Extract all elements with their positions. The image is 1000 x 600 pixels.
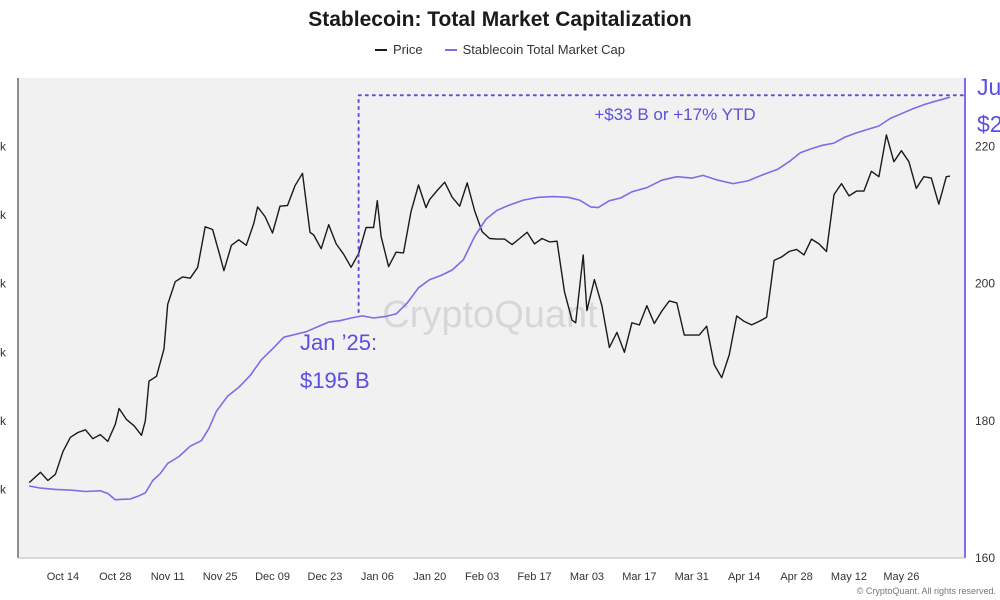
- y-left-tick-label-0: k: [0, 482, 7, 496]
- x-tick-label-10: Mar 03: [570, 571, 604, 583]
- x-tick-label-14: Apr 28: [780, 571, 812, 583]
- x-tick-label-1: Oct 28: [99, 571, 131, 583]
- x-tick-label-8: Feb 03: [465, 571, 499, 583]
- plot-area: [18, 78, 965, 558]
- legend-item-price[interactable]: Price: [375, 42, 423, 57]
- legend-label-stablecoin-cap: Stablecoin Total Market Cap: [462, 42, 625, 57]
- annotation-jan-line-1: Jan ’25:: [300, 330, 377, 355]
- legend: Price Stablecoin Total Market Cap: [0, 42, 1000, 57]
- x-tick-label-2: Nov 11: [151, 571, 185, 583]
- x-tick-label-6: Jan 06: [361, 571, 394, 583]
- y-left-tick-label-3: k: [0, 277, 7, 291]
- legend-label-price: Price: [393, 42, 423, 57]
- y-left-tick-label-2: k: [0, 345, 7, 359]
- copyright-notice: © CryptoQuant. All rights reserved.: [856, 586, 996, 596]
- y-right-tick-label-3: 220: [975, 140, 995, 154]
- x-tick-label-16: May 26: [883, 571, 919, 583]
- x-tick-label-9: Feb 17: [517, 571, 551, 583]
- x-tick-label-4: Dec 09: [255, 571, 290, 583]
- x-tick-label-0: Oct 14: [47, 571, 79, 583]
- legend-swatch-price: [375, 48, 387, 51]
- x-tick-label-13: Apr 14: [728, 571, 760, 583]
- y-left-tick-label-4: k: [0, 208, 7, 222]
- annotation-end-line-2: $2: [977, 111, 1000, 137]
- legend-swatch-stablecoin-cap: [444, 48, 457, 51]
- legend-item-stablecoin-cap[interactable]: Stablecoin Total Market Cap: [444, 42, 625, 57]
- x-tick-label-7: Jan 20: [413, 571, 446, 583]
- x-tick-label-12: Mar 31: [675, 571, 709, 583]
- chart-title: Stablecoin: Total Market Capitalization: [308, 8, 692, 31]
- y-right-tick-label-0: 160: [975, 551, 995, 565]
- annotation-jan-line-2: $195 B: [300, 368, 370, 393]
- x-tick-label-15: May 12: [831, 571, 867, 583]
- y-left-tick-label-5: k: [0, 140, 7, 154]
- x-tick-label-5: Dec 23: [308, 571, 343, 583]
- y-right-tick-label-1: 180: [975, 414, 995, 428]
- annotation-end-line-1: Ju: [977, 74, 1000, 100]
- y-left-tick-label-1: k: [0, 414, 7, 428]
- watermark: CryptoQuant: [382, 294, 598, 336]
- ytd-bracket: [357, 94, 966, 313]
- series-line-stablecoin-cap: [29, 96, 951, 501]
- x-tick-label-11: Mar 17: [622, 571, 656, 583]
- x-tick-label-3: Nov 25: [203, 571, 238, 583]
- annotation-ytd-gain: +$33 B or +17% YTD: [594, 105, 755, 124]
- y-right-tick-label-2: 200: [975, 277, 995, 291]
- series-line-price: [28, 134, 951, 484]
